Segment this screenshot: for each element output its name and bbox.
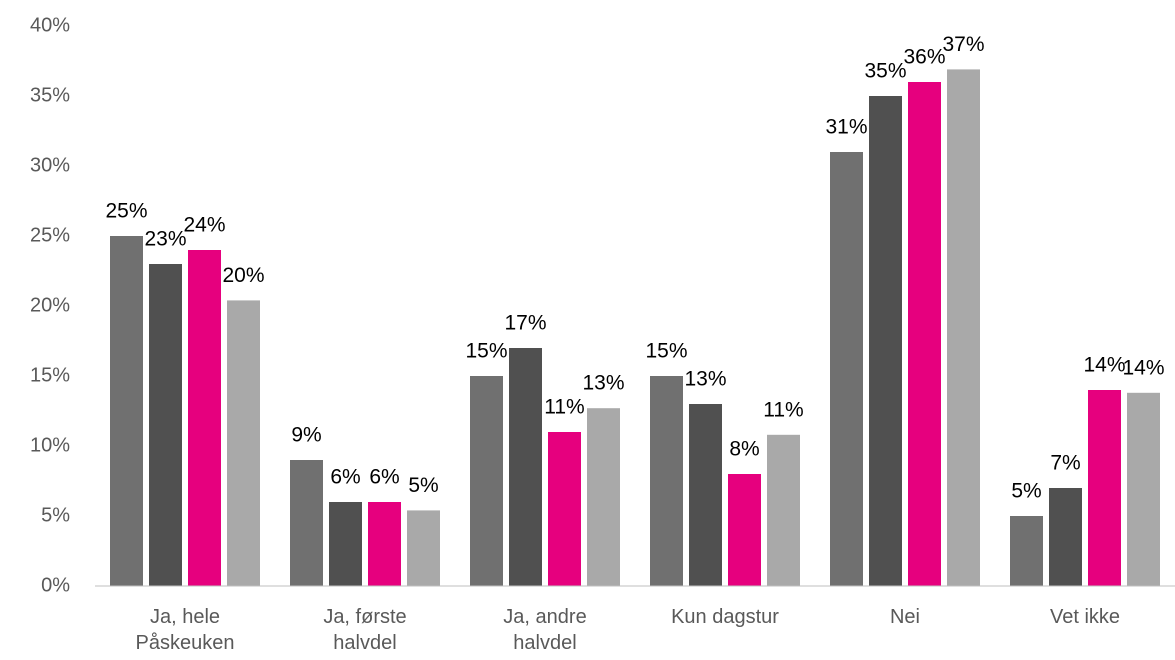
bar <box>509 348 542 586</box>
bar <box>1049 488 1082 586</box>
value-label: 7% <box>1050 452 1080 475</box>
value-label: 20% <box>222 264 264 287</box>
value-label: 25% <box>105 200 147 223</box>
value-label: 23% <box>144 228 186 251</box>
value-label: 35% <box>864 60 906 83</box>
y-tick-label: 15% <box>30 364 70 386</box>
value-label: 6% <box>369 466 399 489</box>
value-label: 8% <box>729 438 759 461</box>
bar <box>728 474 761 586</box>
bar <box>689 404 722 586</box>
bar <box>1088 390 1121 586</box>
bar <box>227 300 260 586</box>
bar <box>908 82 941 586</box>
y-tick-label: 30% <box>30 154 70 176</box>
bar <box>587 408 620 586</box>
value-label: 37% <box>942 33 984 56</box>
x-tick-label: Nei <box>889 606 920 628</box>
value-label: 36% <box>903 46 945 69</box>
bar <box>329 502 362 586</box>
bar <box>407 510 440 586</box>
value-label: 17% <box>504 312 546 335</box>
bar <box>368 502 401 586</box>
y-tick-label: 5% <box>41 504 70 526</box>
y-tick-label: 35% <box>30 84 70 106</box>
value-label: 14% <box>1122 356 1164 379</box>
value-label: 13% <box>684 368 726 391</box>
value-label: 15% <box>645 340 687 363</box>
bar <box>830 152 863 586</box>
value-label: 11% <box>763 398 803 421</box>
y-tick-label: 25% <box>30 224 70 246</box>
value-label: 6% <box>330 466 360 489</box>
value-label: 15% <box>465 340 507 363</box>
x-tick-label: Ja, første halvdel <box>323 606 407 654</box>
value-label: 24% <box>183 214 225 237</box>
bar <box>869 96 902 586</box>
value-label: 14% <box>1083 354 1125 377</box>
value-label: 13% <box>582 372 624 395</box>
bar <box>947 69 980 586</box>
bar <box>650 376 683 586</box>
x-tick-label: Ja, andre halvdel <box>503 606 587 654</box>
y-tick-label: 0% <box>41 574 70 596</box>
bar <box>470 376 503 586</box>
bar <box>1127 392 1160 586</box>
bar <box>188 250 221 586</box>
y-tick-label: 40% <box>30 14 70 36</box>
bar <box>290 460 323 586</box>
x-tick-label: Vet ikke <box>1049 606 1121 628</box>
bar <box>548 432 581 586</box>
value-label: 5% <box>408 474 438 497</box>
bar <box>149 264 182 586</box>
value-label: 31% <box>825 116 867 139</box>
value-label: 9% <box>291 424 321 447</box>
x-tick-label: Kun dagstur <box>671 606 779 628</box>
x-tick-label: Ja, hele Påskeuken <box>135 606 235 654</box>
value-label: 11% <box>544 396 584 419</box>
bar <box>110 236 143 586</box>
bar <box>767 434 800 586</box>
y-tick-label: 20% <box>30 294 70 316</box>
bar <box>1010 516 1043 586</box>
y-tick-label: 10% <box>30 434 70 456</box>
value-label: 5% <box>1011 480 1041 503</box>
